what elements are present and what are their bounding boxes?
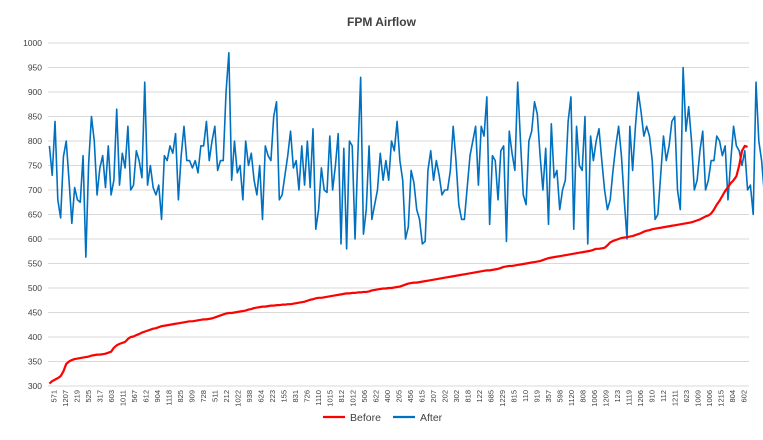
x-tick-label: 1209 bbox=[601, 390, 610, 407]
x-tick-label: 825 bbox=[176, 390, 185, 403]
y-tick-label: 300 bbox=[28, 381, 42, 391]
x-tick-label: 804 bbox=[728, 390, 737, 403]
x-tick-label: 728 bbox=[199, 390, 208, 403]
x-tick-label: 1207 bbox=[61, 390, 70, 407]
x-tick-label: 598 bbox=[555, 390, 564, 403]
legend-label-before: Before bbox=[350, 412, 381, 424]
x-tick-label: 207 bbox=[429, 390, 438, 403]
y-tick-label: 850 bbox=[28, 112, 42, 122]
x-tick-label: 623 bbox=[682, 390, 691, 403]
x-tick-label: 815 bbox=[509, 390, 518, 403]
x-tick-label: 400 bbox=[383, 390, 392, 403]
y-tick-label: 900 bbox=[28, 87, 42, 97]
x-tick-label: 685 bbox=[486, 390, 495, 403]
y-tick-label: 650 bbox=[28, 210, 42, 220]
x-tick-label: 525 bbox=[84, 390, 93, 403]
x-tick-label: 938 bbox=[245, 390, 254, 403]
x-tick-label: 1015 bbox=[326, 390, 335, 407]
x-tick-label: 571 bbox=[50, 390, 59, 403]
x-tick-label: 904 bbox=[153, 390, 162, 403]
y-tick-label: 400 bbox=[28, 332, 42, 342]
series-line-after bbox=[48, 51, 763, 258]
x-tick-label: 831 bbox=[291, 390, 300, 403]
x-tick-label: 622 bbox=[372, 390, 381, 403]
y-tick-label: 550 bbox=[28, 259, 42, 269]
x-tick-label: 112 bbox=[659, 390, 668, 402]
x-tick-label: 1206 bbox=[636, 390, 645, 407]
x-tick-label: 205 bbox=[395, 390, 404, 403]
y-tick-label: 750 bbox=[28, 161, 42, 171]
x-tick-label: 567 bbox=[130, 390, 139, 403]
y-tick-label: 800 bbox=[28, 136, 42, 146]
x-tick-label: 1006 bbox=[590, 390, 599, 407]
x-tick-label: 919 bbox=[532, 390, 541, 403]
x-tick-label: 302 bbox=[452, 390, 461, 403]
x-tick-label: 219 bbox=[73, 390, 82, 403]
x-tick-label: 812 bbox=[337, 390, 346, 403]
y-tick-label: 700 bbox=[28, 185, 42, 195]
y-tick-label: 950 bbox=[28, 63, 42, 73]
legend-label-after: After bbox=[420, 412, 443, 424]
x-tick-label: 602 bbox=[739, 390, 748, 403]
y-tick-label: 350 bbox=[28, 357, 42, 367]
chart-title: FPM Airflow bbox=[347, 15, 417, 29]
x-tick-label: 1118 bbox=[165, 390, 174, 406]
x-tick-label: 612 bbox=[142, 390, 151, 403]
legend: Before After bbox=[323, 412, 443, 424]
y-axis-tick-labels: 300 350 400 450 500 550 600 650 700 750 800 850 900 9… bbox=[23, 38, 42, 391]
x-tick-label: 818 bbox=[463, 390, 472, 403]
x-tick-label: 726 bbox=[303, 390, 312, 403]
x-tick-label: 1011 bbox=[119, 390, 128, 406]
y-tick-label: 450 bbox=[28, 308, 42, 318]
x-tick-label: 1009 bbox=[693, 390, 702, 407]
y-tick-label: 600 bbox=[28, 234, 42, 244]
x-tick-label: 1211 bbox=[670, 390, 679, 406]
x-tick-label: 1119 bbox=[624, 390, 633, 406]
x-axis-tick-labels: 571 1207 219 525 317 603 1011 567 612 904 1118 825 9… bbox=[50, 390, 749, 407]
x-tick-label: 603 bbox=[107, 390, 116, 403]
x-tick-label: 624 bbox=[257, 390, 266, 403]
x-tick-label: 1006 bbox=[705, 390, 714, 407]
y-tick-label: 500 bbox=[28, 283, 42, 293]
x-tick-label: 110 bbox=[521, 390, 530, 402]
x-tick-label: 155 bbox=[280, 390, 289, 403]
x-tick-label: 1120 bbox=[567, 390, 576, 406]
series-line-before bbox=[48, 144, 748, 385]
x-tick-label: 808 bbox=[578, 390, 587, 403]
x-tick-label: 212 bbox=[222, 390, 231, 403]
y-tick-label: 1000 bbox=[23, 38, 42, 48]
x-tick-label: 456 bbox=[406, 390, 415, 403]
x-tick-label: 1229 bbox=[498, 390, 507, 407]
series-lines bbox=[48, 51, 763, 385]
x-tick-label: 123 bbox=[613, 390, 622, 403]
x-tick-label: 357 bbox=[544, 390, 553, 403]
x-tick-label: 122 bbox=[475, 390, 484, 403]
x-tick-label: 1022 bbox=[234, 390, 243, 407]
x-tick-label: 909 bbox=[188, 390, 197, 403]
x-tick-label: 615 bbox=[417, 390, 426, 403]
x-tick-label: 223 bbox=[268, 390, 277, 403]
x-tick-label: 506 bbox=[360, 390, 369, 403]
gridlines bbox=[48, 42, 749, 387]
x-tick-label: 1110 bbox=[314, 390, 323, 406]
x-tick-label: 1012 bbox=[349, 390, 358, 407]
x-tick-label: 202 bbox=[440, 390, 449, 403]
x-tick-label: 910 bbox=[647, 390, 656, 403]
x-tick-label: 317 bbox=[96, 390, 105, 403]
x-tick-label: 1215 bbox=[716, 390, 725, 407]
x-tick-label: 511 bbox=[211, 390, 220, 402]
